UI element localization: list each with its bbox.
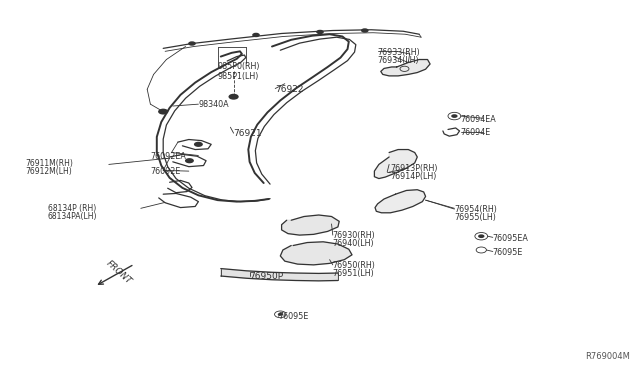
- Circle shape: [228, 94, 239, 100]
- Text: R769004M: R769004M: [586, 352, 630, 361]
- Text: 985P0(RH): 985P0(RH): [218, 62, 260, 71]
- Circle shape: [158, 109, 168, 115]
- Text: 76094E: 76094E: [461, 128, 491, 137]
- Text: 76934(LH): 76934(LH): [378, 56, 419, 65]
- Text: 68134P (RH): 68134P (RH): [48, 204, 96, 213]
- Text: 76911M(RH): 76911M(RH): [26, 159, 74, 168]
- Text: 76950(RH): 76950(RH): [333, 261, 376, 270]
- Polygon shape: [221, 269, 338, 281]
- Text: FRONT: FRONT: [104, 259, 133, 286]
- Text: 76930(RH): 76930(RH): [333, 231, 376, 240]
- Text: 68134PA(LH): 68134PA(LH): [48, 212, 97, 221]
- Polygon shape: [282, 215, 339, 235]
- Text: 76092E: 76092E: [150, 167, 180, 176]
- Circle shape: [185, 158, 194, 163]
- Circle shape: [278, 313, 283, 316]
- Text: 76913P(RH): 76913P(RH): [390, 164, 438, 173]
- Circle shape: [451, 114, 458, 118]
- Polygon shape: [280, 242, 352, 265]
- Text: 98340A: 98340A: [198, 100, 229, 109]
- Circle shape: [252, 33, 260, 37]
- Text: 76912M(LH): 76912M(LH): [26, 167, 72, 176]
- Text: 76921: 76921: [234, 129, 262, 138]
- Text: 76095EA: 76095EA: [493, 234, 529, 243]
- Text: 76094EA: 76094EA: [461, 115, 497, 124]
- Circle shape: [194, 142, 203, 147]
- Text: 76922: 76922: [275, 85, 304, 94]
- Text: 76095E: 76095E: [493, 248, 523, 257]
- Text: 76940(LH): 76940(LH): [333, 239, 374, 248]
- Text: 76954(RH): 76954(RH): [454, 205, 497, 214]
- Text: 76914P(LH): 76914P(LH): [390, 172, 436, 181]
- Circle shape: [316, 30, 324, 34]
- Text: 76092EA: 76092EA: [150, 152, 186, 161]
- Polygon shape: [381, 60, 430, 76]
- Circle shape: [188, 41, 196, 46]
- Text: 76095E: 76095E: [278, 312, 308, 321]
- Text: 985P1(LH): 985P1(LH): [218, 72, 259, 81]
- Polygon shape: [375, 190, 426, 213]
- Circle shape: [361, 28, 369, 33]
- Text: 76955(LH): 76955(LH): [454, 213, 496, 222]
- Text: 76951(LH): 76951(LH): [333, 269, 374, 278]
- Circle shape: [478, 234, 484, 238]
- Text: 76950P: 76950P: [250, 272, 284, 280]
- Text: 76933(RH): 76933(RH): [378, 48, 420, 57]
- Polygon shape: [374, 150, 417, 179]
